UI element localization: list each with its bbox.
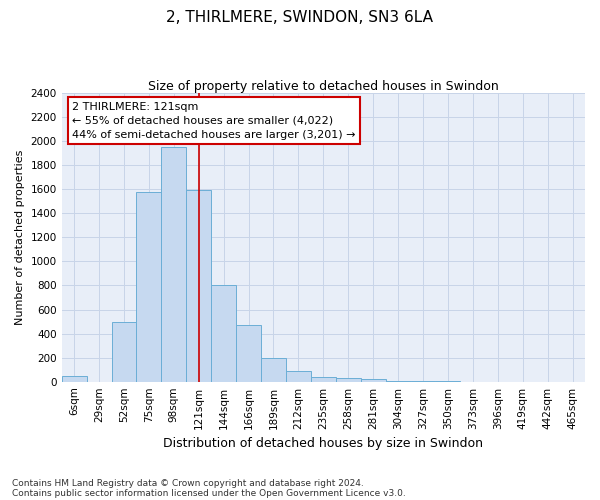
Bar bbox=[361, 380, 386, 382]
Bar bbox=[236, 324, 261, 382]
Bar bbox=[286, 371, 311, 382]
Bar bbox=[336, 378, 361, 382]
Bar bbox=[136, 192, 161, 382]
Text: Contains public sector information licensed under the Open Government Licence v3: Contains public sector information licen… bbox=[12, 488, 406, 498]
Text: 2 THIRLMERE: 121sqm
← 55% of detached houses are smaller (4,022)
44% of semi-det: 2 THIRLMERE: 121sqm ← 55% of detached ho… bbox=[72, 102, 356, 140]
Bar bbox=[62, 376, 86, 382]
Text: Contains HM Land Registry data © Crown copyright and database right 2024.: Contains HM Land Registry data © Crown c… bbox=[12, 478, 364, 488]
Y-axis label: Number of detached properties: Number of detached properties bbox=[15, 150, 25, 325]
Bar bbox=[211, 286, 236, 382]
X-axis label: Distribution of detached houses by size in Swindon: Distribution of detached houses by size … bbox=[163, 437, 484, 450]
Text: 2, THIRLMERE, SWINDON, SN3 6LA: 2, THIRLMERE, SWINDON, SN3 6LA bbox=[167, 10, 433, 25]
Bar bbox=[261, 358, 286, 382]
Bar bbox=[311, 377, 336, 382]
Bar bbox=[161, 147, 186, 382]
Bar bbox=[112, 322, 136, 382]
Title: Size of property relative to detached houses in Swindon: Size of property relative to detached ho… bbox=[148, 80, 499, 93]
Bar bbox=[386, 381, 410, 382]
Bar bbox=[186, 190, 211, 382]
